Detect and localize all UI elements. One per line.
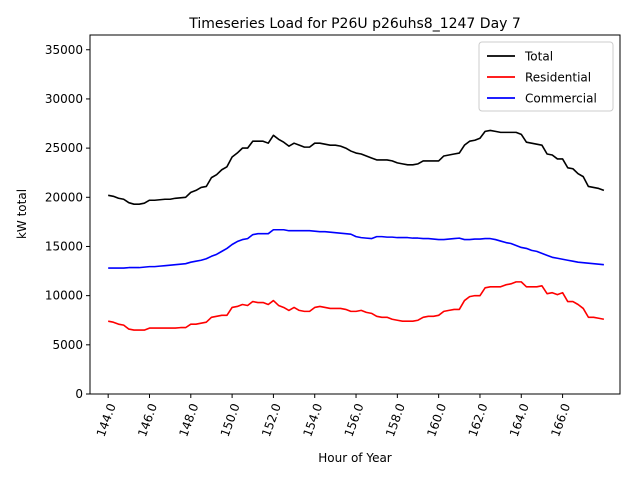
x-tick-label: 162.0 (466, 402, 491, 439)
y-tick-label: 35000 (45, 43, 83, 57)
chart-title: Timeseries Load for P26U p26uhs8_1247 Da… (188, 16, 521, 32)
x-tick-label: 160.0 (424, 402, 449, 439)
legend-label-total: Total (524, 50, 553, 64)
x-tick-label: 166.0 (548, 402, 573, 439)
series-line-commercial (108, 228, 604, 269)
y-tick-label: 15000 (45, 239, 83, 253)
x-tick-label: 150.0 (218, 402, 243, 439)
x-tick-label: 164.0 (507, 402, 532, 439)
y-tick-label: 25000 (45, 141, 83, 155)
x-tick-label: 146.0 (135, 402, 160, 439)
x-axis-label: Hour of Year (318, 451, 392, 465)
y-tick-label: 5000 (52, 338, 83, 352)
y-tick-label: 20000 (45, 190, 83, 204)
y-tick-label: 0 (75, 387, 83, 401)
series-line-total (108, 129, 605, 205)
legend-label-commercial: Commercial (525, 92, 597, 106)
series-line-residential (108, 281, 605, 331)
x-tick-label: 152.0 (259, 402, 284, 439)
axes-frame (89, 34, 621, 395)
x-tick-label: 144.0 (94, 402, 119, 439)
x-tick-label: 158.0 (383, 402, 408, 439)
x-tick-label: 148.0 (176, 402, 201, 439)
legend-box (478, 41, 614, 112)
y-tick-label: 30000 (45, 92, 83, 106)
y-axis-label: kW total (15, 189, 29, 239)
y-tick-label: 10000 (45, 289, 83, 303)
legend-label-residential: Residential (525, 71, 591, 85)
x-tick-label: 154.0 (300, 402, 325, 439)
x-tick-label: 156.0 (342, 402, 367, 439)
legend: Total Residential Commercial (478, 41, 614, 112)
